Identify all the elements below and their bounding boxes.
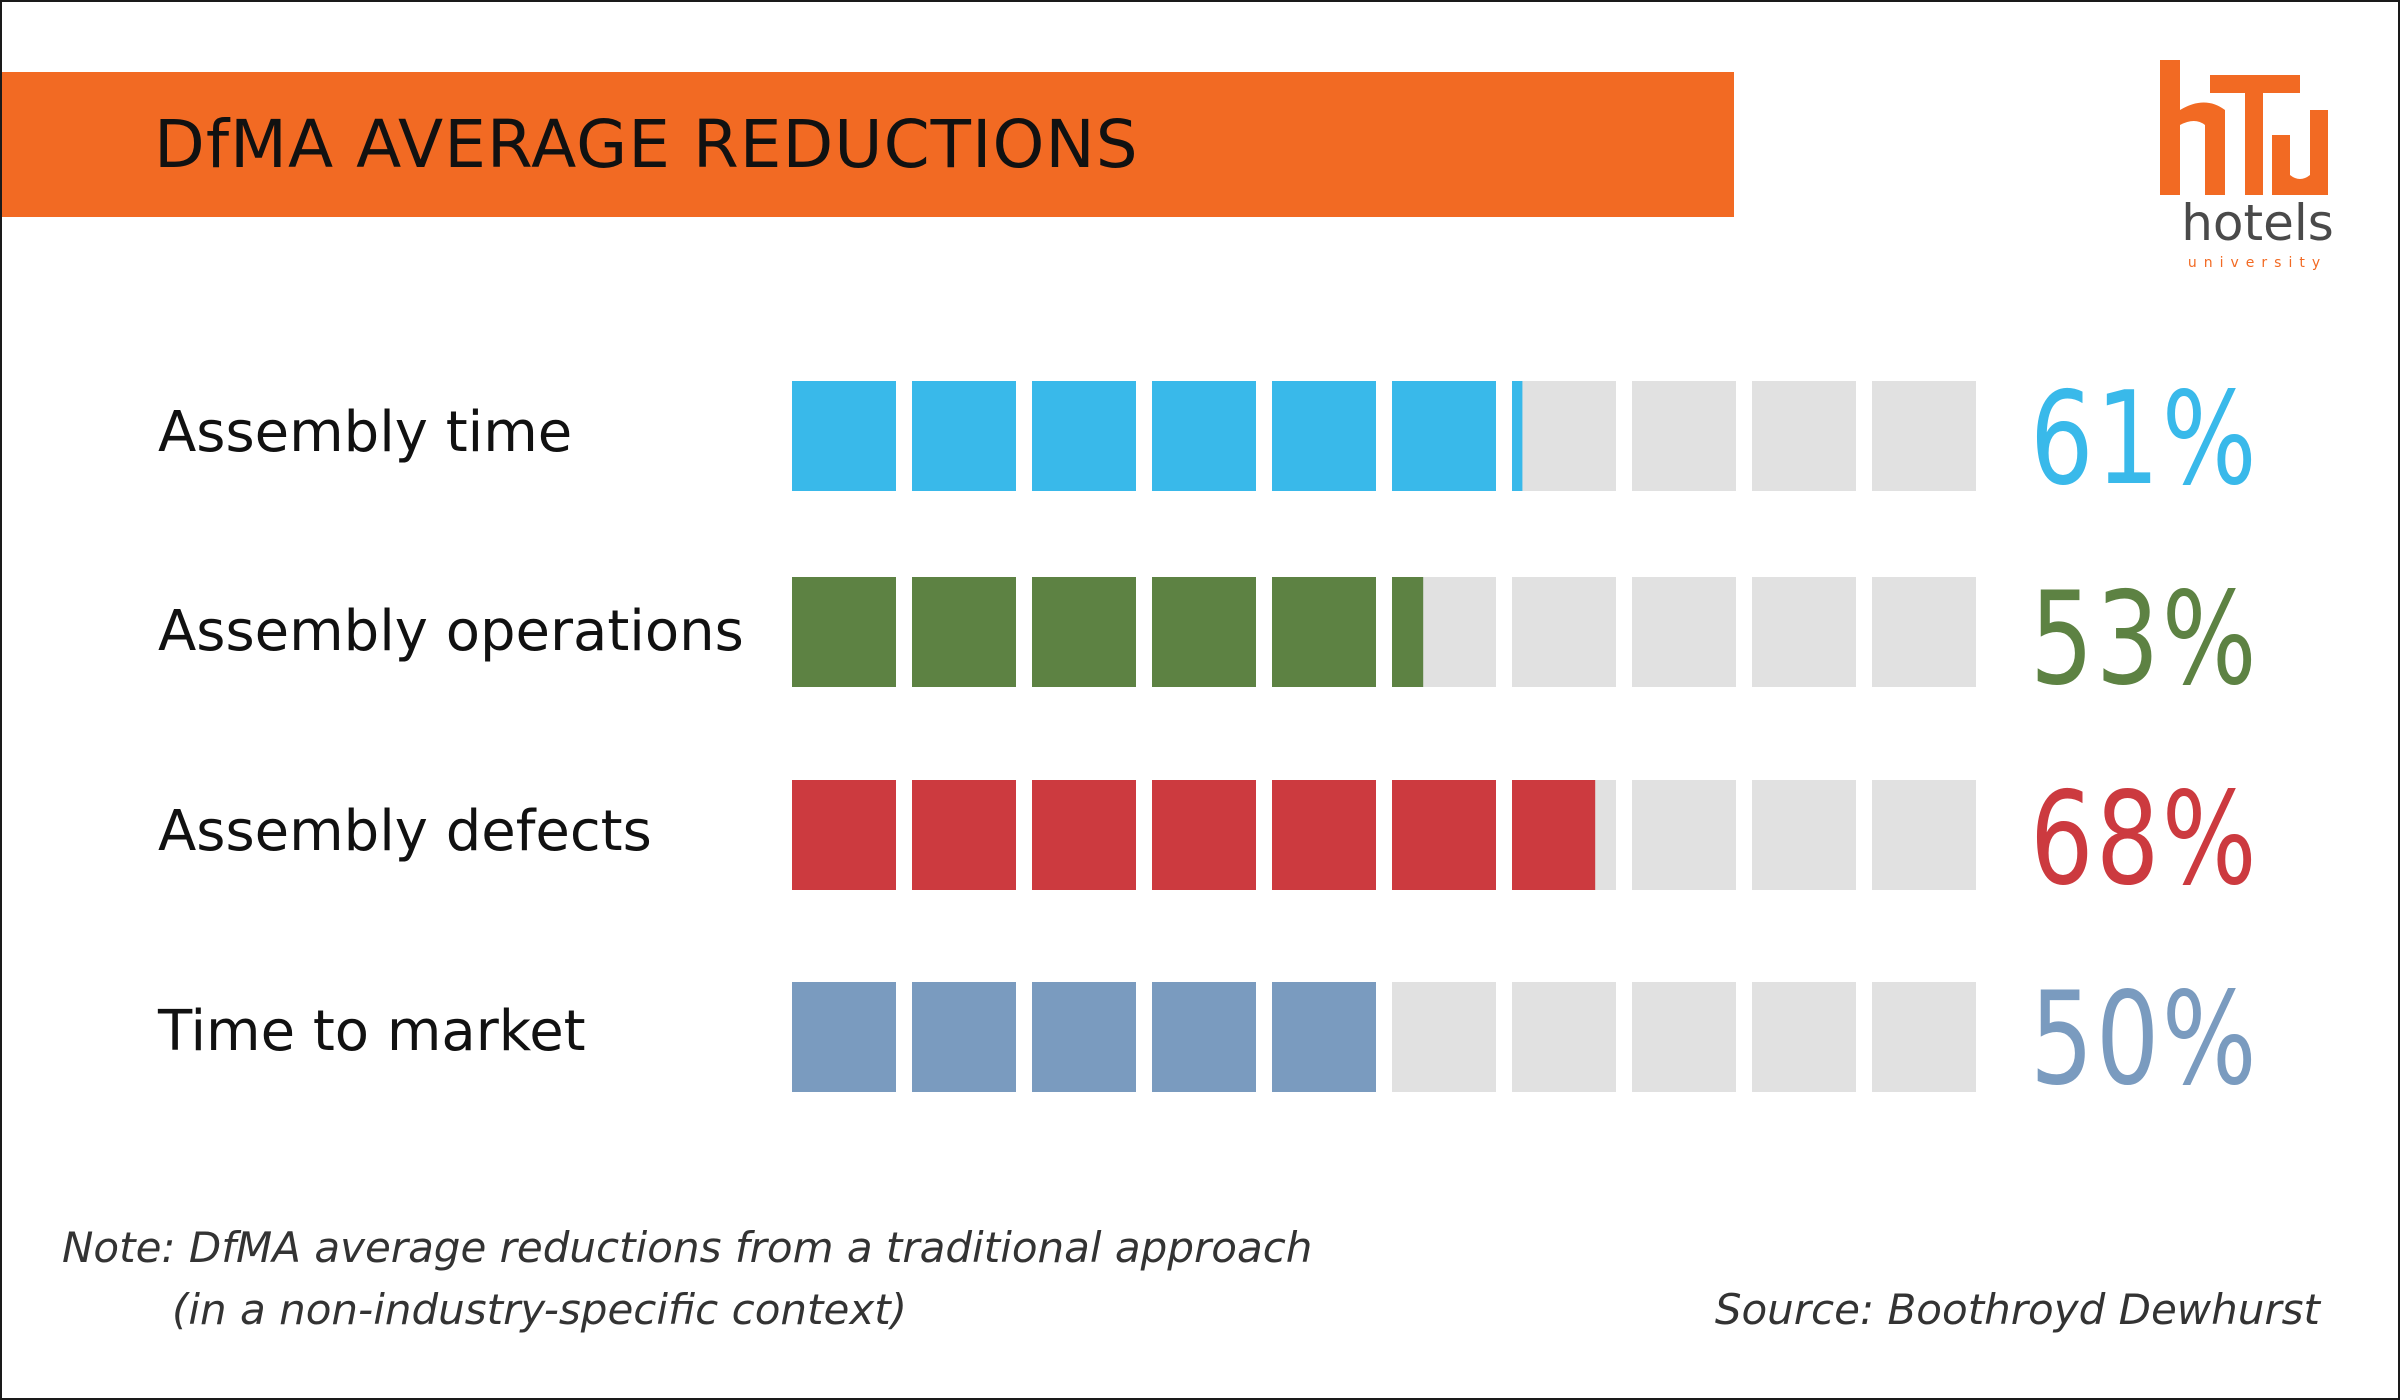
bar-segment-fill (1392, 381, 1496, 491)
bar-segment-fill (912, 780, 1016, 890)
bar-segment-track (1392, 982, 1496, 1092)
bar-segment-fill (792, 381, 896, 491)
row-label-assembly-defects: Assembly defects (158, 799, 652, 864)
bar-segment-track (1512, 982, 1616, 1092)
bar-segment-track (1872, 381, 1976, 491)
bar-segment-fill (912, 982, 1016, 1092)
bar-segment-fill (1152, 381, 1256, 491)
bar-segment-track (1872, 982, 1976, 1092)
bar-segment-fill (792, 577, 896, 687)
bar-segment-track (1632, 381, 1736, 491)
logo-subtitle: university (2187, 255, 2328, 271)
bar-segment-fill (792, 982, 896, 1092)
footnote-line-2: (in a non-industry-specific context) (172, 1285, 908, 1334)
bar-segment-fill (1152, 577, 1256, 687)
bar-segment-fill (1032, 982, 1136, 1092)
hotels-university-logo (2160, 60, 2328, 195)
bar-segment-fill (1272, 780, 1376, 890)
bar-row-2 (792, 780, 1976, 890)
row-label-assembly-operations: Assembly operations (158, 599, 744, 664)
bar-segment-fill (1392, 780, 1496, 890)
source-credit: Source: Boothroyd Dewhurst (1714, 1285, 2320, 1334)
bar-segment-track (1632, 982, 1736, 1092)
bar-segment-track (1872, 577, 1976, 687)
bar-row-1 (792, 577, 1976, 687)
bar-segment-fill (1512, 780, 1596, 890)
bar-segment-fill (912, 381, 1016, 491)
bar-segment-track (1752, 780, 1856, 890)
bar-segment-fill (1152, 780, 1256, 890)
row-label-time-to-market: Time to market (158, 999, 586, 1064)
bar-segment-fill (1272, 381, 1376, 491)
bar-row-0 (792, 381, 1976, 491)
value-label-assembly-defects: 68% (2030, 765, 2259, 914)
bar-segment-track (1632, 780, 1736, 890)
bar-segment-fill (1272, 577, 1376, 687)
bar-segment-fill (1272, 982, 1376, 1092)
bar-row-3 (792, 982, 1976, 1092)
bar-segment-fill (1512, 381, 1523, 491)
value-label-assembly-time: 61% (2030, 365, 2259, 514)
bar-segment-fill (1392, 577, 1424, 687)
bar-segment-track (1632, 577, 1736, 687)
bar-segment-fill (792, 780, 896, 890)
bar-segment-track (1752, 577, 1856, 687)
row-label-assembly-time: Assembly time (158, 400, 573, 465)
logo-wordmark: hotels (2181, 194, 2334, 252)
bar-segment-track (1872, 780, 1976, 890)
value-label-time-to-market: 50% (2030, 965, 2259, 1114)
footnote-line-1: Note: DfMA average reductions from a tra… (62, 1223, 1313, 1272)
bar-segment-fill (1032, 381, 1136, 491)
bar-segment-track (1512, 577, 1616, 687)
chart-title: DfMA AVERAGE REDUCTIONS (154, 106, 1139, 183)
bar-segment-fill (1032, 577, 1136, 687)
bar-segment-track (1512, 381, 1616, 491)
bar-segment-fill (912, 577, 1016, 687)
value-label-assembly-operations: 53% (2030, 565, 2259, 714)
bar-segment-fill (1032, 780, 1136, 890)
title-banner (2, 72, 1734, 217)
bar-segment-track (1752, 982, 1856, 1092)
bar-segment-track (1752, 381, 1856, 491)
bar-segment-fill (1152, 982, 1256, 1092)
